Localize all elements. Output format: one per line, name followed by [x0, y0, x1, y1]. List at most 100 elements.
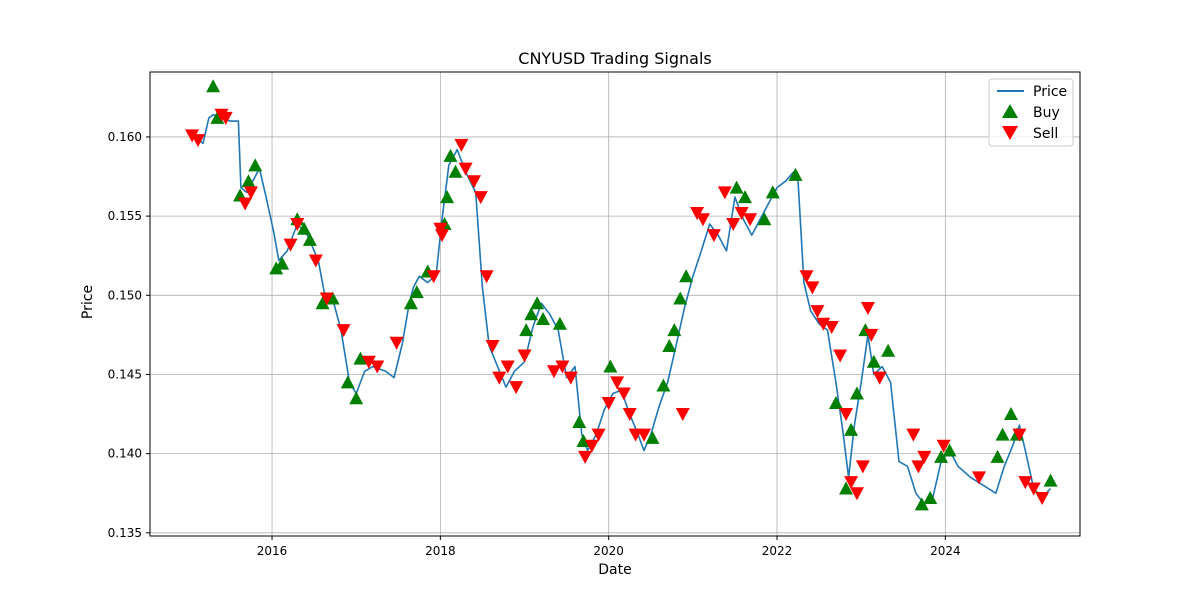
- sell-marker: [492, 371, 507, 385]
- buy-marker: [738, 190, 753, 204]
- sell-marker: [290, 218, 305, 232]
- sell-marker: [485, 339, 500, 353]
- x-tick-label: 2020: [593, 544, 624, 558]
- sell-marker: [454, 138, 469, 152]
- sell-marker: [361, 355, 376, 369]
- buy-marker: [866, 354, 881, 368]
- sell-marker: [855, 460, 870, 474]
- buy-marker: [656, 378, 671, 392]
- sell-marker: [546, 365, 561, 379]
- y-tick-label: 0.135: [108, 526, 142, 540]
- buy-marker: [530, 296, 545, 310]
- sell-marker: [238, 197, 253, 211]
- sell-marker: [872, 371, 887, 385]
- buy-marker: [325, 291, 340, 305]
- x-tick-label: 2018: [425, 544, 456, 558]
- buy-marker: [934, 449, 949, 463]
- sell-marker: [479, 270, 494, 284]
- sell-marker: [591, 428, 606, 442]
- price-layer: [191, 114, 1052, 506]
- buy-marker: [645, 430, 660, 444]
- buy-marker: [673, 291, 688, 305]
- sell-marker: [1018, 476, 1033, 490]
- buy-marker: [572, 414, 587, 428]
- buy-marker: [536, 312, 551, 326]
- buy-marker: [849, 386, 864, 400]
- legend-buy-label: Buy: [1033, 105, 1060, 121]
- sell-marker: [336, 324, 351, 338]
- sell-marker: [706, 229, 721, 243]
- sell-marker: [936, 439, 951, 453]
- buy-marker: [206, 79, 221, 93]
- sell-marker: [389, 336, 404, 350]
- buy-marker: [757, 212, 772, 226]
- legend-price-label: Price: [1033, 84, 1067, 100]
- sell-marker: [637, 428, 652, 442]
- plot-area-frame: [149, 71, 1081, 537]
- sell-marker: [726, 218, 741, 232]
- buy-marker: [990, 449, 1005, 463]
- price-line: [191, 114, 1052, 506]
- buy-marker: [729, 180, 744, 194]
- sell-marker: [839, 408, 854, 422]
- buy-marker: [576, 433, 591, 447]
- buy-marker: [302, 232, 317, 246]
- buy-marker: [914, 497, 929, 511]
- legend-sell-label: Sell: [1033, 126, 1058, 142]
- y-tick-label: 0.140: [108, 447, 142, 461]
- y-tick-label: 0.150: [108, 288, 142, 302]
- sell-marker: [584, 439, 599, 453]
- buy-marker: [349, 391, 364, 405]
- sell-marker: [805, 281, 820, 295]
- sell-marker: [517, 349, 532, 363]
- buy-marker: [788, 167, 803, 181]
- buy-marker: [403, 296, 418, 310]
- sell-marker: [426, 270, 441, 284]
- legend: Price Buy Sell: [988, 78, 1074, 147]
- sell-marker: [555, 360, 570, 374]
- buy-marker: [839, 481, 854, 495]
- buy-marker: [667, 323, 682, 337]
- sell-marker: [243, 186, 258, 200]
- y-axis-label: Price: [80, 285, 96, 319]
- sell-marker: [1035, 491, 1050, 505]
- buy-marker: [552, 316, 567, 330]
- buy-marker: [844, 422, 859, 436]
- y-tick-label: 0.160: [108, 130, 142, 144]
- sell-marker: [911, 460, 926, 474]
- sell-marker: [810, 305, 825, 319]
- sell-marker: [833, 349, 848, 363]
- sell-marker: [844, 476, 859, 490]
- sell-marker: [458, 162, 473, 176]
- x-tick-label: 2024: [930, 544, 961, 558]
- buy-marker: [881, 343, 896, 357]
- sell-marker: [601, 396, 616, 410]
- sell-marker: [695, 213, 710, 227]
- sell-marker: [799, 270, 814, 284]
- buy-marker: [524, 307, 539, 321]
- x-axis-label: Date: [598, 562, 631, 578]
- sell-marker: [717, 186, 732, 200]
- sell-marker: [972, 471, 987, 485]
- sell-marker: [473, 191, 488, 205]
- buy-marker: [942, 443, 957, 457]
- sell-marker: [578, 450, 593, 464]
- sell-marker: [743, 213, 758, 227]
- buy-marker: [275, 256, 290, 270]
- buy-marker: [440, 190, 455, 204]
- sell-marker: [917, 450, 932, 464]
- buy-marker: [448, 164, 463, 178]
- buy-marker: [248, 158, 263, 172]
- sell-marker: [563, 371, 578, 385]
- sell-marker: [283, 238, 298, 252]
- buy-marker: [662, 338, 677, 352]
- buy-marker: [210, 110, 225, 124]
- sell-marker: [1026, 482, 1041, 496]
- buy-marker: [409, 285, 424, 299]
- sell-marker: [435, 229, 450, 243]
- marker-layer: [185, 79, 1058, 511]
- sell-marker: [500, 360, 515, 374]
- buy-marker: [765, 185, 780, 199]
- buy-marker: [297, 221, 312, 235]
